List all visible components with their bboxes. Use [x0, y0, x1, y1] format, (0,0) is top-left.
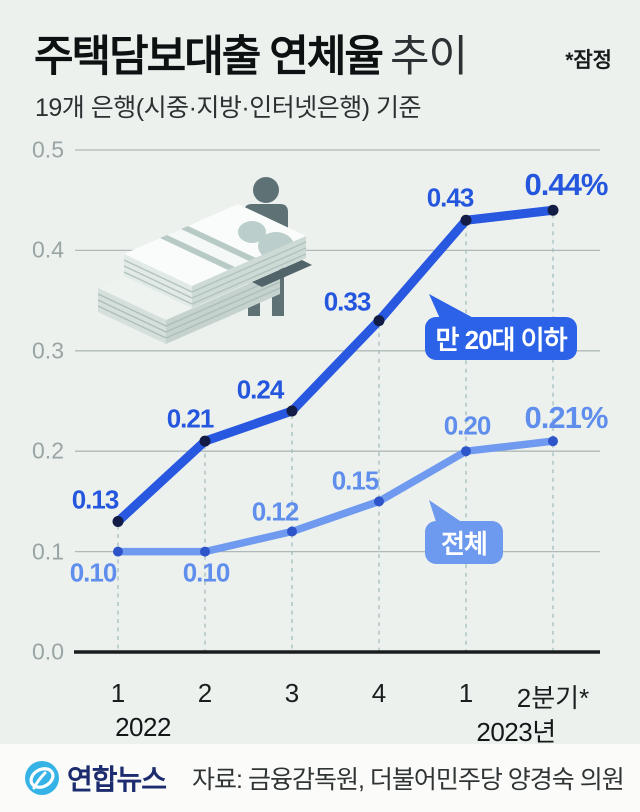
- data-label: 0.10: [69, 557, 118, 588]
- y-axis-tick: 0.1: [32, 538, 64, 565]
- data-label: 0.24: [236, 374, 285, 405]
- series-badge: 전체: [425, 521, 503, 564]
- data-point: [548, 436, 558, 447]
- data-point: [374, 496, 384, 507]
- series-badge-tail: [429, 500, 466, 525]
- bubble-tails: [429, 294, 479, 525]
- data-point: [199, 435, 211, 447]
- data-point: [286, 405, 298, 417]
- yonhap-swirl-icon: [25, 761, 59, 795]
- page-title: 주택담보대출 연체율 추이: [34, 22, 468, 84]
- data-label: 0.44%: [524, 167, 609, 203]
- money-stack-person-illustration: [97, 177, 312, 344]
- series-line-under20: [113, 205, 558, 526]
- x-axis-tick: 4: [371, 678, 387, 708]
- y-axis-tick: 0.4: [32, 236, 64, 263]
- series-line-total: [114, 437, 557, 556]
- data-point: [373, 315, 385, 327]
- source-credit: 자료: 금융감독원, 더불어민주당 양경숙 의원: [192, 766, 625, 794]
- data-point: [200, 546, 210, 557]
- series-lines: [112, 204, 559, 557]
- data-label: 0.13: [71, 484, 120, 515]
- chart-subtitle: 19개 은행(시중·지방·인터넷은행) 기준: [35, 94, 422, 122]
- yonhap-logo-text: 연합뉴스: [67, 764, 167, 795]
- y-axis-tick: 0.2: [32, 437, 64, 464]
- data-point: [287, 526, 297, 537]
- x-axis-year-label: 2023년: [476, 717, 556, 747]
- data-label: 0.33: [323, 286, 372, 317]
- x-axis-year-label: 2022: [115, 712, 171, 742]
- data-label: 0.12: [251, 496, 300, 527]
- yonhap-logo: 연합뉴스: [24, 758, 167, 798]
- x-axis-tick: 3: [284, 678, 300, 708]
- data-point: [112, 515, 124, 527]
- data-label: 0.10: [182, 557, 231, 588]
- data-point: [460, 214, 472, 226]
- x-axis-tick: 2: [197, 678, 213, 708]
- data-label: 0.43: [426, 182, 475, 213]
- banknote-stack-upper: [123, 204, 307, 308]
- data-label: 0.15: [331, 465, 380, 496]
- y-axis-tick: 0.5: [32, 136, 64, 163]
- data-point: [113, 546, 123, 557]
- x-axis-tick: 1: [110, 678, 126, 708]
- data-point: [461, 446, 471, 457]
- series-badge-tail: [429, 294, 479, 321]
- y-axis-tick: 0.3: [32, 337, 64, 364]
- page-title-sub: 추이: [390, 33, 468, 81]
- data-point: [547, 204, 559, 216]
- x-axis-tick: 2분기*: [516, 683, 590, 713]
- y-axis-tick: 0.0: [32, 638, 64, 665]
- data-label: 0.21: [166, 403, 215, 434]
- footer-bar: 연합뉴스 자료: 금융감독원, 더불어민주당 양경숙 의원: [0, 744, 640, 812]
- page-title-main: 주택담보대출 연체율: [34, 33, 384, 81]
- provisional-note: *잠정: [565, 49, 612, 72]
- data-label: 0.21%: [524, 400, 609, 436]
- x-axis-tick: 1: [458, 678, 474, 708]
- series-badge: 만 20대 이하: [425, 317, 577, 360]
- data-label: 0.20: [443, 410, 492, 441]
